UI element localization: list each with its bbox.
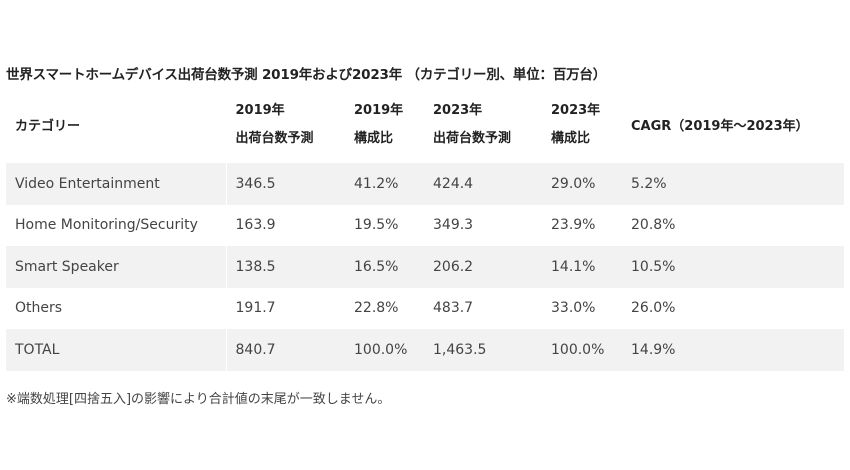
header-line2: 出荷台数予測	[235, 130, 314, 146]
header-category: カテゴリー	[6, 86, 227, 163]
table-title: 世界スマートホームデバイス出荷台数予測 2019年および2023年 （カテゴリー…	[6, 67, 607, 83]
header-2023-shipments: 2023年 出荷台数予測	[424, 86, 542, 163]
cell-2019-shipments: 138.5	[226, 246, 345, 288]
cell-2019-shipments: 346.5	[226, 163, 345, 205]
cell-2023-share: 29.0%	[542, 163, 622, 205]
table-row-total: TOTAL 840.7 100.0% 1,463.5 100.0% 14.9%	[6, 329, 844, 371]
header-2019-shipments: 2019年 出荷台数予測	[226, 86, 345, 163]
header-2023-share: 2023年 構成比	[542, 86, 622, 163]
header-line1: 2019年	[354, 102, 404, 118]
cell-2023-share: 23.9%	[542, 204, 622, 246]
cell-2019-share: 22.8%	[345, 287, 424, 329]
cell-category: Home Monitoring/Security	[6, 204, 227, 246]
header-cagr: CAGR（2019年～2023年）	[622, 86, 844, 163]
cell-cagr: 20.8%	[622, 204, 844, 246]
header-line1: 2019年	[235, 102, 285, 118]
cell-2023-shipments: 206.2	[424, 246, 542, 288]
cell-2023-shipments: 1,463.5	[424, 329, 542, 371]
header-line2: 出荷台数予測	[433, 130, 512, 146]
footnote: ※端数処理[四捨五入]の影響により合計値の末尾が一致しません。	[6, 392, 391, 407]
table-row: Video Entertainment 346.5 41.2% 424.4 29…	[6, 163, 844, 205]
cell-cagr: 14.9%	[622, 329, 844, 371]
cell-2023-shipments: 483.7	[424, 287, 542, 329]
cell-2019-share: 100.0%	[345, 329, 424, 371]
cell-category: Video Entertainment	[6, 163, 227, 205]
shipment-forecast-table: カテゴリー 2019年 出荷台数予測 2019年 構成比 2023年 出荷台数予…	[6, 86, 844, 371]
header-category-label: カテゴリー	[15, 119, 81, 134]
header-line1: 2023年	[551, 102, 601, 118]
cell-2019-shipments: 191.7	[226, 287, 345, 329]
cell-cagr: 5.2%	[622, 163, 844, 205]
cell-category: TOTAL	[6, 329, 227, 371]
cell-2019-shipments: 163.9	[226, 204, 345, 246]
header-2019-share: 2019年 構成比	[345, 86, 424, 163]
cell-2019-share: 19.5%	[345, 204, 424, 246]
cell-2019-share: 16.5%	[345, 246, 424, 288]
table-row: Smart Speaker 138.5 16.5% 206.2 14.1% 10…	[6, 246, 844, 288]
cell-2019-share: 41.2%	[345, 163, 424, 205]
header-line2: 構成比	[551, 130, 591, 146]
cell-cagr: 26.0%	[622, 287, 844, 329]
header-cagr-label: CAGR（2019年～2023年）	[631, 119, 809, 134]
cell-2023-shipments: 349.3	[424, 204, 542, 246]
cell-2019-shipments: 840.7	[226, 329, 345, 371]
cell-2023-shipments: 424.4	[424, 163, 542, 205]
cell-2023-share: 14.1%	[542, 246, 622, 288]
cell-category: Smart Speaker	[6, 246, 227, 288]
cell-2023-share: 100.0%	[542, 329, 622, 371]
cell-2023-share: 33.0%	[542, 287, 622, 329]
header-row: カテゴリー 2019年 出荷台数予測 2019年 構成比 2023年 出荷台数予…	[6, 86, 844, 163]
table-row: Home Monitoring/Security 163.9 19.5% 349…	[6, 204, 844, 246]
header-line2: 構成比	[354, 130, 394, 146]
cell-cagr: 10.5%	[622, 246, 844, 288]
table-row: Others 191.7 22.8% 483.7 33.0% 26.0%	[6, 287, 844, 329]
cell-category: Others	[6, 287, 227, 329]
header-line1: 2023年	[433, 102, 483, 118]
